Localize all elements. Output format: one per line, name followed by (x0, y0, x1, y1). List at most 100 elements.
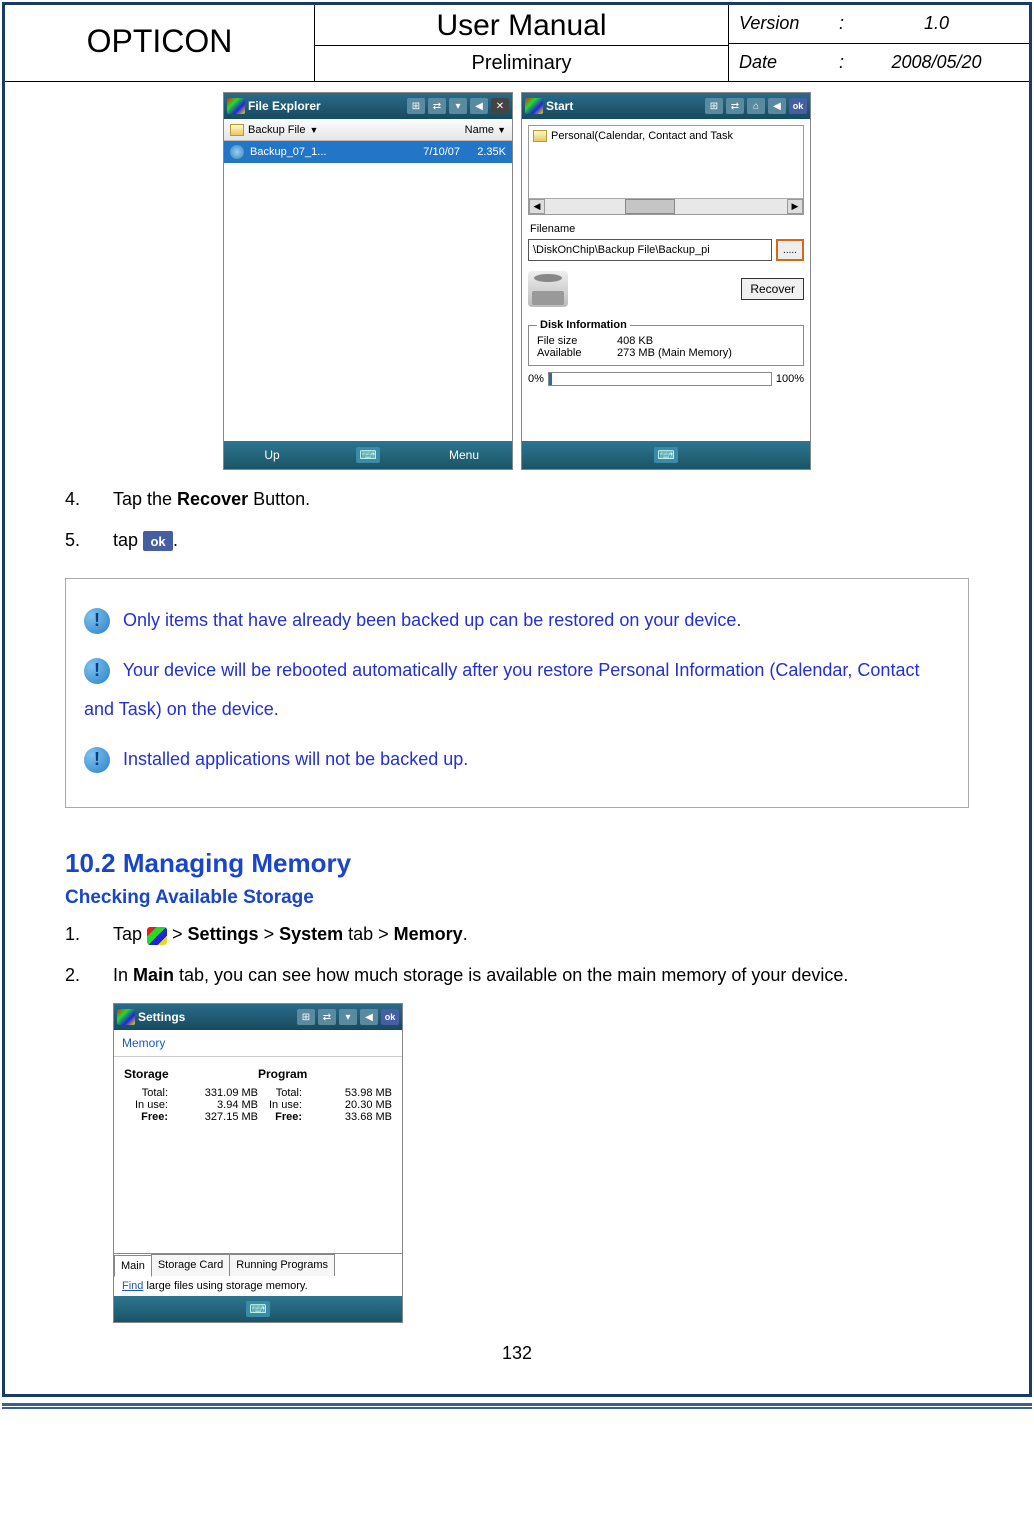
step-m1: 1. Tap > Settings > System tab > Memory. (65, 921, 969, 948)
dropdown-arrow-icon: ▼ (309, 125, 318, 135)
sync-icon: ⇄ (318, 1009, 336, 1025)
start-flag-icon (147, 927, 167, 945)
scrollbar: ◀ ▶ (529, 198, 803, 214)
fe-body: Backup_07_1... 7/10/07 2.35K (224, 141, 512, 441)
program-inuse: 20.30 MB (306, 1099, 392, 1111)
dropdown-arrow-icon: ▼ (497, 125, 506, 135)
program-total: 53.98 MB (306, 1087, 392, 1099)
volume-icon: ◀ (360, 1009, 378, 1025)
close-icon: ✕ (491, 98, 509, 114)
rc-titlebar: Start ⊞ ⇄ ⌂ ◀ ok (522, 93, 810, 119)
rc-title: Start (546, 99, 702, 113)
version-row: Version : 1.0 (729, 5, 1029, 43)
folder-icon (533, 130, 547, 142)
network-icon: ⊞ (705, 98, 723, 114)
tab-main: Main (114, 1255, 152, 1277)
signal-icon: ▾ (449, 98, 467, 114)
available-value: 273 MB (Main Memory) (617, 347, 732, 359)
rc-body: Personal(Calendar, Contact and Task ◀ ▶ … (522, 119, 810, 441)
fe-up-button: Up (224, 448, 320, 462)
sync-icon: ⇄ (428, 98, 446, 114)
storage-title: Storage (124, 1067, 258, 1081)
notes-box: ! Only items that have already been back… (65, 578, 969, 808)
step-m2: 2. In Main tab, you can see how much sto… (65, 962, 969, 989)
program-column: Program Total:53.98 MB In use:20.30 MB F… (258, 1067, 392, 1123)
document-header: OPTICON User Manual Preliminary Version … (5, 5, 1029, 82)
fe-titlebar: File Explorer ⊞ ⇄ ▾ ◀ ✕ (224, 93, 512, 119)
start-icon (227, 98, 245, 114)
available-label: Available (537, 347, 617, 359)
mem-body: Memory Storage Total:331.09 MB In use:3.… (114, 1030, 402, 1296)
volume-icon: ◀ (470, 98, 488, 114)
screenshot-recover: Start ⊞ ⇄ ⌂ ◀ ok Personal(Calendar, Cont… (521, 92, 811, 470)
tree-item-label: Personal(Calendar, Contact and Task (551, 130, 733, 142)
folder-icon (230, 124, 244, 136)
page-number: 132 (65, 1343, 969, 1364)
storage-total: 331.09 MB (172, 1087, 258, 1099)
mem-titlebar: Settings ⊞ ⇄ ▾ ◀ ok (114, 1004, 402, 1030)
brand-name: OPTICON (5, 5, 315, 81)
start-icon (117, 1009, 135, 1025)
note-2: ! Your device will be rebooted automatic… (84, 651, 950, 730)
file-row: Backup_07_1... 7/10/07 2.35K (224, 141, 512, 163)
date-value: 2008/05/20 (854, 52, 1019, 74)
file-size-label: File size (537, 335, 617, 347)
version-label: Version (739, 13, 829, 35)
storage-inuse: 3.94 MB (172, 1099, 258, 1111)
progress-track (548, 372, 772, 386)
info-icon: ! (84, 747, 110, 773)
step-5: 5. tap ok. (65, 527, 969, 554)
ok-button-icon: ok (789, 98, 807, 114)
doc-subtitle: Preliminary (315, 45, 728, 81)
steps-memory: 1. Tap > Settings > System tab > Memory.… (65, 921, 969, 989)
screenshot-file-explorer: File Explorer ⊞ ⇄ ▾ ◀ ✕ Backup File ▼ Na… (223, 92, 513, 470)
fe-toolbar: Backup File ▼ Name ▼ (224, 119, 512, 141)
screenshot-memory: Settings ⊞ ⇄ ▾ ◀ ok Memory Storage Total… (113, 1003, 403, 1323)
memory-heading: Memory (114, 1030, 402, 1057)
program-title: Program (258, 1067, 392, 1081)
ok-badge-icon: ok (143, 531, 173, 551)
keyboard-icon (654, 447, 678, 463)
file-size-value: 408 KB (617, 335, 653, 347)
keyboard-icon (246, 1301, 270, 1317)
progress-right: 100% (776, 373, 804, 385)
section-subheading: Checking Available Storage (65, 887, 969, 909)
browse-button: ..... (776, 239, 804, 261)
fe-title: File Explorer (248, 99, 404, 113)
file-date: 7/10/07 (404, 146, 460, 158)
fe-folder-label: Backup File (248, 124, 305, 136)
sync-icon: ⇄ (726, 98, 744, 114)
info-icon: ! (84, 658, 110, 684)
filename-field: \DiskOnChip\Backup File\Backup_pi (528, 239, 772, 261)
note-3: ! Installed applications will not be bac… (84, 740, 950, 780)
scroll-thumb (625, 199, 675, 214)
disk-icon (528, 271, 568, 307)
storage-column: Storage Total:331.09 MB In use:3.94 MB F… (124, 1067, 258, 1123)
date-label: Date (739, 52, 829, 74)
doc-title: User Manual (315, 5, 728, 45)
volume-icon: ◀ (768, 98, 786, 114)
fe-footer: Up Menu (224, 441, 512, 469)
start-icon (525, 98, 543, 114)
network-icon: ⊞ (407, 98, 425, 114)
scroll-right-icon: ▶ (787, 199, 803, 214)
screenshots-row: File Explorer ⊞ ⇄ ▾ ◀ ✕ Backup File ▼ Na… (65, 92, 969, 470)
fe-sort-label: Name (465, 124, 494, 136)
file-name: Backup_07_1... (250, 146, 398, 158)
rc-footer (522, 441, 810, 469)
progress-bar: 0% 100% (522, 370, 810, 392)
storage-free: 327.15 MB (172, 1111, 258, 1123)
version-value: 1.0 (854, 13, 1019, 35)
filename-label: Filename (522, 221, 810, 237)
find-link: Find (122, 1280, 143, 1292)
note-1: ! Only items that have already been back… (84, 601, 950, 641)
file-icon (230, 145, 244, 159)
program-free: 33.68 MB (306, 1111, 392, 1123)
ok-button-icon: ok (381, 1009, 399, 1025)
memory-tabs: Main Storage Card Running Programs (114, 1253, 402, 1276)
section-heading: 10.2 Managing Memory (65, 848, 969, 879)
rc-tree: Personal(Calendar, Contact and Task ◀ ▶ (528, 125, 804, 215)
progress-left: 0% (528, 373, 544, 385)
disk-info-group: Disk Information File size 408 KB Availa… (528, 319, 804, 366)
network-icon: ⊞ (297, 1009, 315, 1025)
